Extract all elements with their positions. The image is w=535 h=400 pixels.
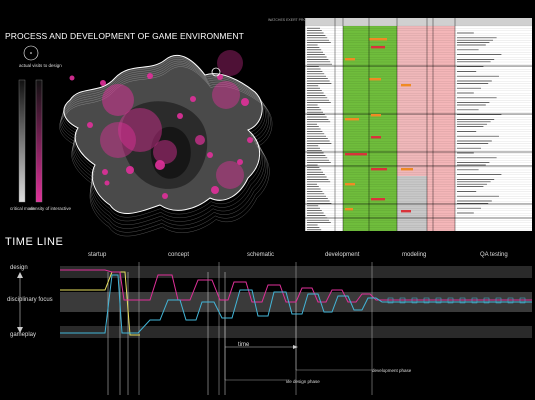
visit-circle xyxy=(207,152,213,158)
visit-circle xyxy=(190,96,196,102)
blob-contour-line xyxy=(60,64,271,233)
table-accent-cell xyxy=(371,198,385,201)
table-column xyxy=(335,26,343,231)
bar-label-density: density of interactive xyxy=(30,206,72,211)
table-column xyxy=(455,26,532,231)
blob-contour-line xyxy=(63,57,264,218)
legend-circle-dot xyxy=(30,52,32,54)
table-header-row xyxy=(305,18,532,26)
table-accent-cell xyxy=(345,183,355,186)
visit-circle-outline xyxy=(211,67,221,77)
table-accent-cell xyxy=(401,210,411,213)
table-accent-cell xyxy=(371,114,381,117)
phase-label-schematic: schematic xyxy=(247,252,275,258)
visit-circle xyxy=(211,186,219,194)
y-label-disciplinary-focus: disciplinary focus xyxy=(7,297,53,303)
phase-label-modeling: modeling xyxy=(402,252,427,258)
note-leader-line xyxy=(224,300,286,381)
y-axis-arrow-down xyxy=(17,327,23,333)
visit-circle xyxy=(162,193,168,199)
qa-pulse xyxy=(519,297,526,304)
visit-circle xyxy=(177,113,183,119)
qa-pulse xyxy=(387,297,394,304)
visit-circle xyxy=(247,137,253,143)
table-pink-block xyxy=(427,26,455,206)
process-table-grid xyxy=(305,18,532,231)
visit-circle xyxy=(212,81,240,109)
phase-label-concept: concept xyxy=(168,252,190,258)
table-accent-cell xyxy=(345,208,353,211)
note-development-phase: development phase xyxy=(372,368,412,373)
table-column xyxy=(343,26,369,231)
phase-label-startup: startup xyxy=(88,252,107,258)
table-accent-cell xyxy=(369,38,387,41)
process-table xyxy=(305,18,532,231)
table-accent-cell xyxy=(401,84,411,87)
visit-circle xyxy=(153,140,177,164)
note-life-design-phase: life design phase xyxy=(286,379,320,384)
environment-title: PROCESS AND DEVELOPMENT OF GAME ENVIRONM… xyxy=(5,31,244,41)
legend-circle xyxy=(23,45,39,61)
phase-label-development: development xyxy=(325,252,360,258)
visit-circle xyxy=(216,161,244,189)
qa-pulse xyxy=(459,297,466,304)
visit-circle xyxy=(102,169,108,175)
visit-circle xyxy=(241,98,249,106)
table-accent-cell xyxy=(345,118,359,121)
table-column xyxy=(305,26,335,231)
table-header-note: WATCHES EXERT PROCESSINGS xyxy=(268,18,325,22)
time-axis-label: time xyxy=(238,342,250,348)
critical-mass-bar xyxy=(18,79,26,203)
visit-circle xyxy=(217,74,223,80)
bar-label-critical-mass: critical mass xyxy=(10,206,35,211)
table-column xyxy=(369,26,397,231)
time-axis-arrow xyxy=(293,345,298,349)
table-pink-block xyxy=(397,26,427,176)
table-accent-cell xyxy=(371,46,385,49)
visit-circle xyxy=(237,159,243,165)
qa-pulse xyxy=(411,297,418,304)
table-accent-cell xyxy=(371,168,387,171)
visit-circle xyxy=(195,135,205,145)
qa-pulse xyxy=(399,297,406,304)
y-label-design: design xyxy=(10,265,28,271)
y-axis-arrow-up xyxy=(17,272,23,278)
blob-contour-line xyxy=(62,59,266,222)
y-label-gameplay: gameplay xyxy=(10,332,37,338)
table-accent-cell xyxy=(371,136,381,139)
phase-label-qa-testing: QA testing xyxy=(480,252,508,258)
waveform-cyan xyxy=(60,274,532,334)
visit-circle xyxy=(69,75,75,81)
qa-pulse xyxy=(423,297,430,304)
visit-circle xyxy=(100,122,136,158)
table-accent-cell xyxy=(345,153,367,156)
table-accent-cell xyxy=(401,168,413,171)
visit-circle xyxy=(147,73,153,79)
legend-circle-label: actual visits to design xyxy=(19,63,62,68)
timeline-title: TIME LINE xyxy=(5,236,64,248)
visit-circle xyxy=(102,84,134,116)
visit-circle xyxy=(155,160,165,170)
visit-circle xyxy=(87,122,93,128)
note-leader-line xyxy=(295,300,372,371)
visit-circle xyxy=(126,166,134,174)
qa-pulse xyxy=(495,297,502,304)
visit-circle xyxy=(118,108,162,152)
visit-circle xyxy=(217,50,243,76)
qa-pulse xyxy=(435,297,442,304)
blob-contour-line xyxy=(59,66,273,237)
visit-circle xyxy=(104,180,110,186)
table-accent-cell xyxy=(345,58,355,61)
visit-circle xyxy=(100,80,106,86)
qa-pulse xyxy=(507,297,514,304)
qa-pulse xyxy=(483,297,490,304)
qa-pulse xyxy=(447,297,454,304)
density-bar xyxy=(35,79,43,203)
table-accent-cell xyxy=(369,78,381,81)
waveform-pink xyxy=(60,269,532,303)
qa-pulse xyxy=(471,297,478,304)
